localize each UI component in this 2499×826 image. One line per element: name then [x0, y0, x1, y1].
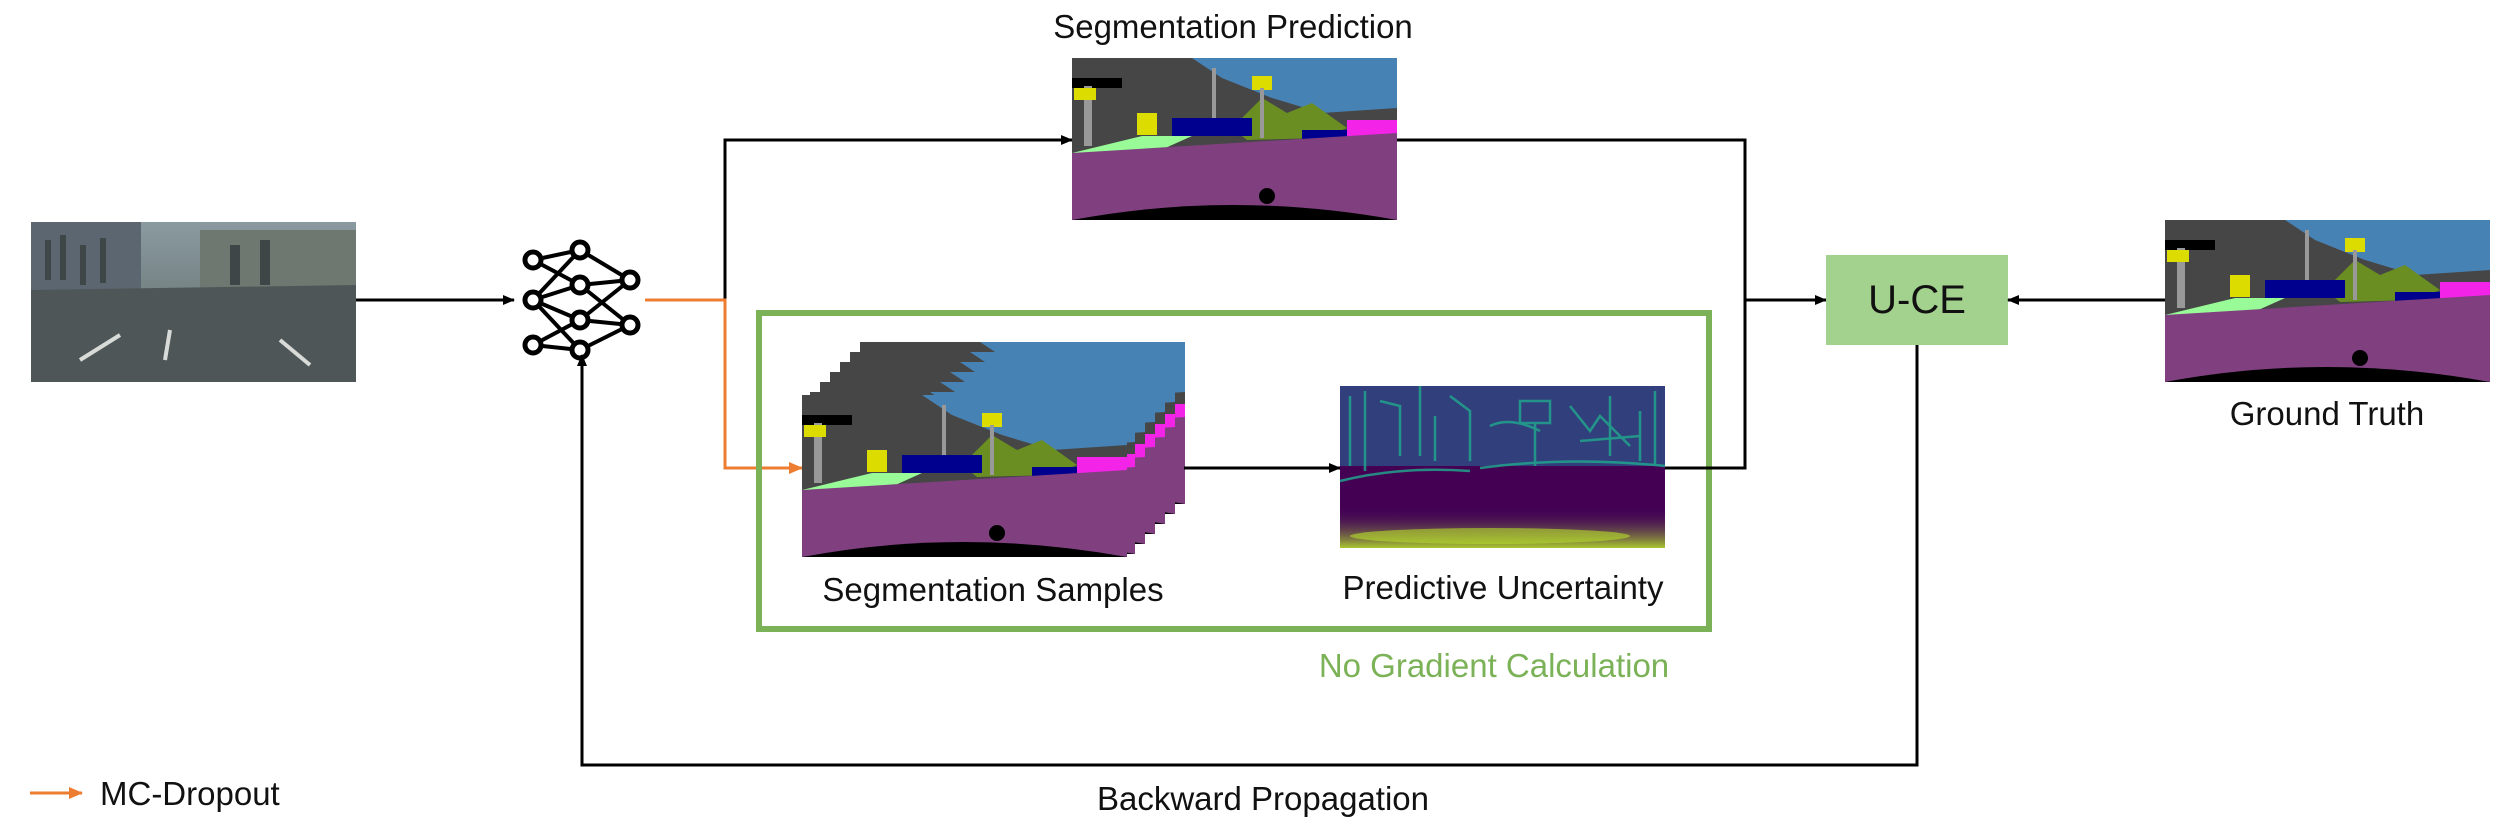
uce-loss-box — [1826, 255, 2008, 345]
segmentation-samples-label: Segmentation Samples — [822, 571, 1163, 608]
legend-mc-dropout-label: MC-Dropout — [100, 775, 280, 812]
mc-dropout-arrow — [645, 298, 803, 474]
arrow-network-to-prediction — [645, 135, 1073, 302]
arrow-uncertainty-to-loss — [1665, 300, 1747, 470]
predictive-uncertainty-image — [1338, 384, 1667, 550]
arrow-prediction-to-loss — [1397, 138, 1827, 305]
backward-propagation-label: Backward Propagation — [1097, 780, 1429, 817]
neural-network-icon — [522, 239, 641, 361]
ground-truth-label: Ground Truth — [2230, 395, 2424, 432]
backward-propagation-arrow — [577, 345, 1919, 767]
uce-loss-label: U-CE — [1868, 278, 1966, 322]
no-gradient-box — [756, 310, 1712, 632]
input-image — [31, 222, 356, 382]
segmentation-prediction-label: Segmentation Prediction — [1053, 8, 1413, 45]
segmentation-samples-stack — [802, 342, 1185, 557]
legend: MC-Dropout — [30, 775, 280, 812]
predictive-uncertainty-label: Predictive Uncertainty — [1343, 569, 1664, 606]
segmentation-prediction-image — [1072, 58, 1397, 220]
no-gradient-label: No Gradient Calculation — [1319, 647, 1669, 684]
ground-truth-image — [2165, 220, 2490, 382]
